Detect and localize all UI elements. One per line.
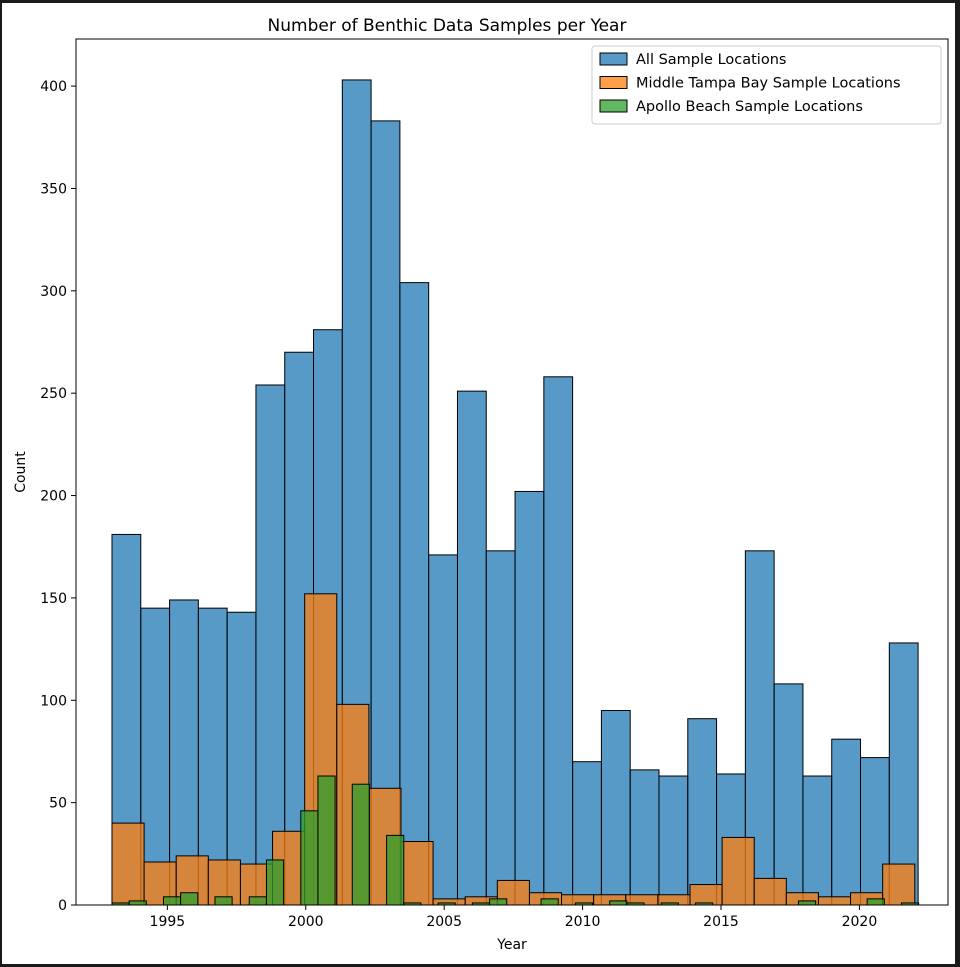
x-axis: 1995 2000 2005 2010 2015 2020 bbox=[150, 905, 878, 930]
series-3-bar-16 bbox=[540, 898, 559, 906]
series-3-bar-22 bbox=[798, 900, 817, 906]
y-tick-label: 350 bbox=[40, 181, 67, 197]
series-3-bar-18 bbox=[609, 900, 628, 906]
bars-layer bbox=[111, 79, 920, 906]
series-1-bar-3 bbox=[169, 599, 199, 906]
legend-label-2: Middle Tampa Bay Sample Locations bbox=[636, 76, 901, 92]
histogram-chart: Number of Benthic Data Samples per Year … bbox=[13, 16, 949, 953]
y-tick-label: 250 bbox=[40, 386, 67, 402]
chart-title: Number of Benthic Data Samples per Year bbox=[268, 16, 627, 36]
series-3-bar-23 bbox=[866, 898, 885, 906]
series-3-bar-3 bbox=[162, 896, 182, 906]
series-1-bar-6 bbox=[255, 384, 286, 906]
series-1-bar-18 bbox=[600, 710, 631, 906]
series-3-bar-8 bbox=[300, 810, 319, 906]
series-1-bar-13 bbox=[456, 390, 487, 906]
chart-legend: All Sample Locations Middle Tampa Bay Sam… bbox=[591, 45, 942, 125]
y-tick-label: 50 bbox=[49, 796, 67, 812]
x-tick-label: 2010 bbox=[565, 914, 601, 930]
series-1-bar-24 bbox=[773, 683, 804, 906]
series-3-bar-11 bbox=[386, 834, 405, 906]
series-1-bar-21 bbox=[687, 718, 718, 906]
series-3-bar-7 bbox=[265, 859, 285, 906]
y-axis-label: Count bbox=[13, 451, 29, 493]
series-2-bar-25 bbox=[882, 863, 916, 906]
y-tick-label: 300 bbox=[40, 284, 67, 300]
series-2-bar-23 bbox=[817, 896, 852, 906]
legend-swatch-3 bbox=[599, 99, 628, 113]
series-1-bar-16 bbox=[543, 376, 574, 906]
series-1-bars bbox=[111, 79, 919, 906]
series-2-bar-1 bbox=[111, 822, 145, 906]
series-1-bar-10 bbox=[370, 120, 401, 906]
legend-label-3: Apollo Beach Sample Locations bbox=[636, 99, 863, 115]
series-1-bar-2 bbox=[140, 607, 171, 906]
legend-label-1: All Sample Locations bbox=[636, 52, 786, 68]
series-2-bar-21 bbox=[753, 877, 787, 906]
series-3-bar-10 bbox=[351, 783, 370, 906]
series-1-bar-19 bbox=[629, 769, 660, 906]
series-1-bar-17 bbox=[572, 761, 602, 906]
legend-swatch-1 bbox=[599, 52, 628, 66]
series-2-bar-10 bbox=[400, 841, 434, 906]
chart-figure: Number of Benthic Data Samples per Year … bbox=[2, 3, 955, 964]
y-axis: 0 50 100 150 200 250 300 350 400 bbox=[40, 79, 76, 914]
series-3-bar-6 bbox=[248, 896, 267, 906]
y-tick-label: 200 bbox=[40, 489, 67, 505]
series-1-bar-25 bbox=[802, 775, 833, 906]
x-tick-label: 1995 bbox=[150, 914, 186, 930]
series-1-bar-15 bbox=[514, 490, 545, 906]
x-tick-label: 2020 bbox=[842, 914, 878, 930]
series-1-bar-28 bbox=[888, 642, 919, 906]
series-1-bar-26 bbox=[831, 738, 862, 906]
series-1-bar-11 bbox=[399, 282, 430, 906]
series-3-bar-2 bbox=[128, 900, 147, 906]
series-3-bar-9 bbox=[317, 775, 336, 906]
series-1-bar-20 bbox=[658, 775, 689, 906]
x-tick-label: 2015 bbox=[703, 914, 739, 930]
series-3-bar-5 bbox=[214, 896, 233, 906]
x-tick-label: 2005 bbox=[426, 914, 462, 930]
series-2-bar-19 bbox=[689, 884, 723, 906]
legend-box bbox=[591, 45, 942, 125]
x-axis-label: Year bbox=[496, 937, 527, 953]
plot-frame bbox=[75, 38, 949, 906]
y-tick-label: 400 bbox=[40, 79, 67, 95]
series-3-bar-15 bbox=[489, 898, 508, 906]
y-tick-label: 150 bbox=[40, 591, 67, 607]
y-tick-label: 0 bbox=[58, 898, 67, 914]
series-3-bar-4 bbox=[180, 892, 199, 906]
legend-swatch-2 bbox=[599, 76, 628, 89]
x-tick-label: 2000 bbox=[288, 914, 324, 930]
y-tick-label: 100 bbox=[40, 693, 67, 709]
series-2-bar-20 bbox=[721, 836, 755, 906]
series-1-bar-14 bbox=[485, 550, 516, 906]
